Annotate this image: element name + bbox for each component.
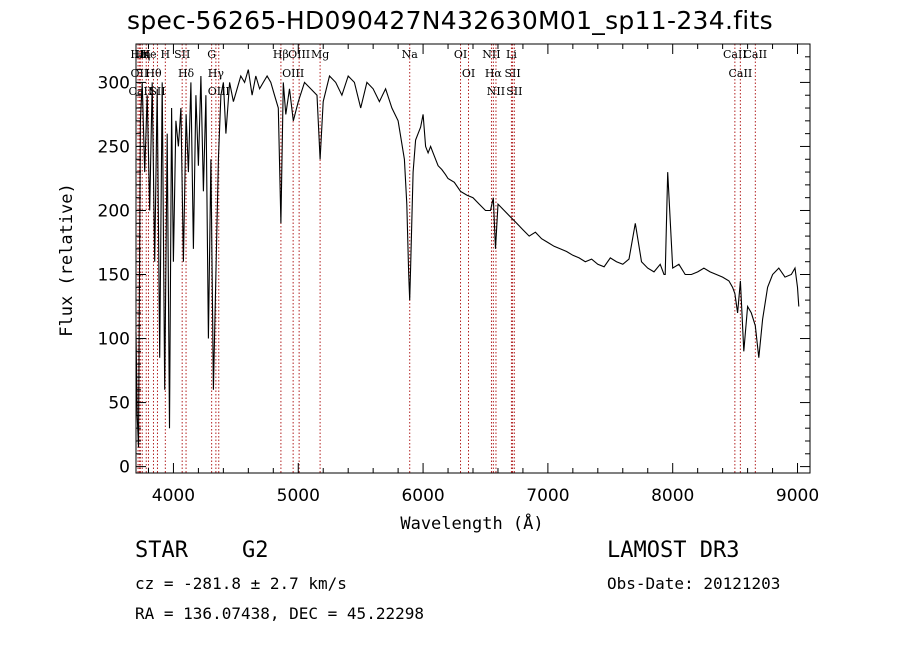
x-tick-label: 9000 xyxy=(776,486,819,506)
line-label: NII xyxy=(482,48,500,61)
x-tick-label: 5000 xyxy=(277,486,320,506)
line-label: CaII xyxy=(129,85,153,98)
y-tick-label: 0 xyxy=(119,458,130,478)
x-tick-label: 7000 xyxy=(526,486,569,506)
line-label: OIII xyxy=(208,85,230,98)
line-label: Hβ xyxy=(273,48,289,61)
ra-dec-text: RA = 136.07438, DEC = 45.22298 xyxy=(135,604,424,623)
line-label: Na xyxy=(402,48,419,61)
y-tick-label: 300 xyxy=(98,73,130,93)
line-label: SII xyxy=(504,67,520,80)
line-label: Hδ xyxy=(178,67,195,80)
line-label: CaII xyxy=(729,67,753,80)
line-label: SII xyxy=(506,85,522,98)
x-axis: 4000 5000 6000 7000 8000 9000 xyxy=(147,44,819,506)
line-label: OII xyxy=(131,67,149,80)
y-tick-label: 200 xyxy=(98,201,130,221)
line-label: CaII xyxy=(723,48,747,61)
class-label: STAR xyxy=(135,538,188,563)
x-tick-label: 8000 xyxy=(651,486,694,506)
y-tick-label: 100 xyxy=(98,330,130,350)
line-label: Hα xyxy=(485,67,503,80)
y-axis-label: Flux (relative) xyxy=(57,183,77,337)
line-label: Mg xyxy=(311,48,329,61)
y-tick-label: 150 xyxy=(98,266,130,286)
line-label: SII xyxy=(174,48,190,61)
line-label: OI xyxy=(462,67,475,80)
line-label: NII xyxy=(487,85,505,98)
line-label: OI xyxy=(454,48,467,61)
line-label: CaII xyxy=(743,48,767,61)
line-label: K xyxy=(142,48,151,61)
line-label: Hε xyxy=(130,48,146,61)
redshift-text: cz = -281.8 ± 2.7 km/s xyxy=(135,574,347,593)
x-tick-label: 6000 xyxy=(401,486,444,506)
subclass-label: G2 xyxy=(242,538,269,563)
x-axis-label: Wavelength (Å) xyxy=(400,512,543,534)
line-label: OIII xyxy=(288,48,310,61)
line-label: H xyxy=(161,48,171,61)
plot-frame xyxy=(135,43,811,474)
y-axis: 0 50 100 150 200 250 300 xyxy=(98,56,810,478)
line-label: Li xyxy=(506,48,517,61)
y-tick-label: 250 xyxy=(98,137,130,157)
line-label: G xyxy=(207,48,216,61)
spectrum-line xyxy=(135,69,800,448)
obs-date-text: Obs-Date: 20121203 xyxy=(607,574,781,593)
line-label: Hη xyxy=(134,48,150,61)
survey-label: LAMOST DR3 xyxy=(607,538,740,563)
x-tick-label: 4000 xyxy=(152,486,195,506)
line-markers xyxy=(137,44,756,473)
line-label: Hγ xyxy=(208,67,225,80)
y-tick-label: 50 xyxy=(108,394,130,414)
chart-title: spec-56265-HD090427N432630M01_sp11-234.f… xyxy=(127,6,773,35)
line-label: Hθ xyxy=(145,67,162,80)
line-label: OIII xyxy=(282,67,304,80)
line-label: He xyxy=(140,48,156,61)
